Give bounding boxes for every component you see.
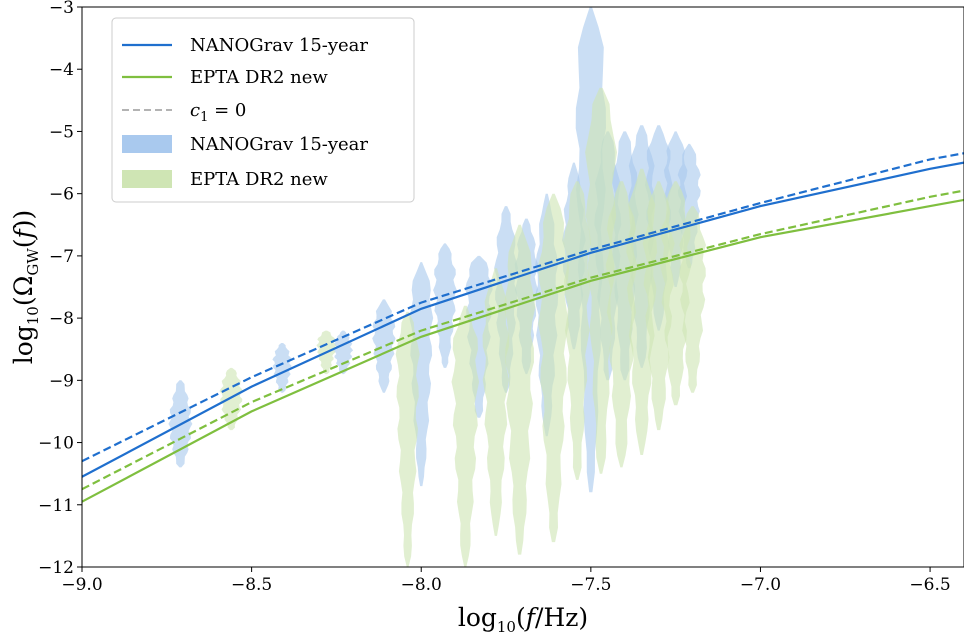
legend: NANOGrav 15-year EPTA DR2 new c1 = 0 NAN… [111,17,415,203]
violin-band-epta [451,305,480,567]
x-tick-label: −6.5 [909,575,950,595]
x-tick-label: −7.0 [740,575,781,595]
y-tick-label: −6 [49,185,74,205]
epta-dashed-curve [82,189,964,491]
y-tick-label: −12 [38,558,74,578]
y-axis-label: log10(ΩGW(f)) [9,210,42,365]
legend-swatch-nanograv-band [122,135,172,153]
y-tick-label: −8 [49,309,74,329]
x-axis-label: log10(f/Hz) [458,603,588,636]
legend-label-epta-band: EPTA DR2 new [190,169,328,190]
x-tick-label: −8.0 [401,575,442,595]
legend-box [111,17,415,203]
model-curves [82,152,964,503]
x-axis: −9.0 −8.5 −8.0 −7.5 −7.0 −6.5 [61,567,951,595]
x-tick-label: −7.5 [570,575,611,595]
x-tick-label: −9.0 [61,575,102,595]
violin-band-epta [395,311,420,567]
x-tick-label: −8.5 [231,575,272,595]
violin-band-epta [503,224,536,555]
legend-label-nanograv-line: NANOGrav 15-year [190,35,368,56]
y-tick-label: −3 [49,0,74,18]
legend-label-nanograv-band: NANOGrav 15-year [190,134,368,155]
legend-label-epta-line: EPTA DR2 new [190,67,328,88]
y-tick-label: −9 [49,371,74,391]
violin-band-nanograv [433,243,457,368]
violin-band-epta [482,268,510,536]
y-tick-label: −4 [49,60,74,80]
nanograv-dashed-curve [82,152,964,463]
violin-band-nanograv [372,299,396,393]
legend-label-c1-zero: c1 = 0 [190,100,246,125]
legend-swatch-epta-band [122,170,172,188]
violin-band-epta [585,87,617,474]
y-axis: −3 −4 −5 −6 −7 −8 −9 −10 −11 −12 [38,0,82,578]
y-tick-label: −11 [38,496,74,516]
epta-solid-curve [82,198,964,503]
plot-frame [81,6,964,568]
y-tick-label: −10 [38,434,74,454]
violin-band-epta [537,193,570,543]
nanograv-solid-curve [82,161,964,478]
violin-band-nanograv [465,255,493,418]
violin-band-epta [219,367,244,431]
violin-band-nanograv [272,343,292,393]
y-tick-label: −5 [49,122,74,142]
y-tick-label: −7 [49,247,74,267]
